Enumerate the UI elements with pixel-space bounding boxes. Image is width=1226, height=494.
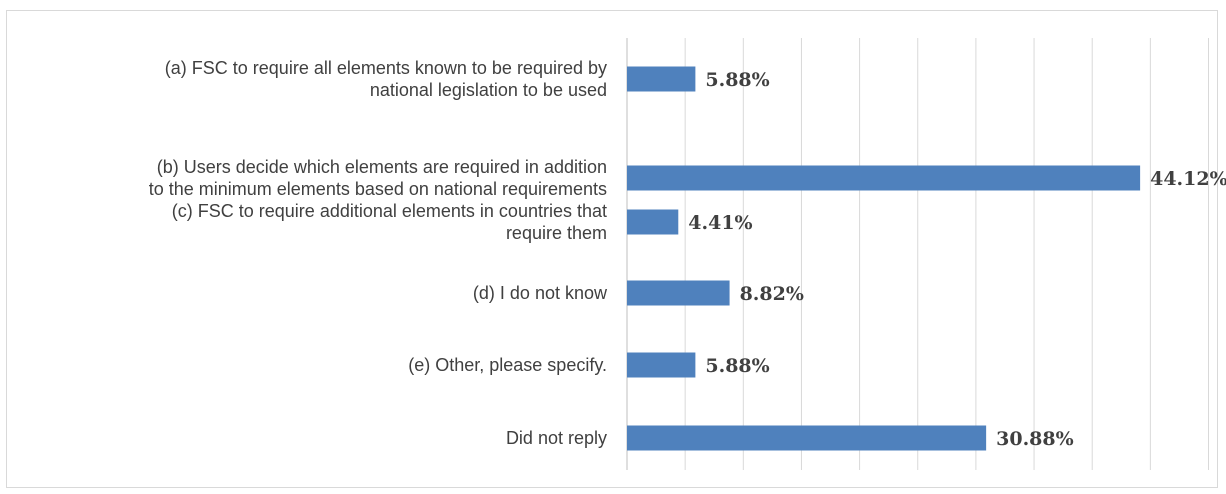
category-label: (b) Users decide which elements are requ… <box>149 157 607 199</box>
value-label: 8.82% <box>740 283 804 305</box>
category-label: (d) I do not know <box>473 283 608 303</box>
bar <box>627 280 730 306</box>
bar <box>627 425 987 451</box>
value-label: 30.88% <box>996 428 1074 450</box>
value-label: 4.41% <box>688 212 752 234</box>
value-label: 5.88% <box>705 69 769 91</box>
bar <box>627 352 696 378</box>
chart-frame <box>6 10 1218 488</box>
bar <box>627 209 679 235</box>
category-label: (e) Other, please specify. <box>408 355 607 375</box>
bar <box>627 66 696 92</box>
category-label: Did not reply <box>506 428 607 448</box>
bar <box>627 165 1141 191</box>
value-label: 44.12% <box>1150 168 1226 190</box>
value-label: 5.88% <box>705 355 769 377</box>
category-labels: (a) FSC to require all elements known to… <box>149 58 608 448</box>
value-labels: 5.88% 44.12% 4.41% 8.82% 5.88% 30.88% <box>688 69 1226 450</box>
gridlines <box>626 38 1209 470</box>
bars <box>627 66 1141 451</box>
category-label: (c) FSC to require additional elements i… <box>172 201 607 243</box>
category-label: (a) FSC to require all elements known to… <box>165 58 607 100</box>
